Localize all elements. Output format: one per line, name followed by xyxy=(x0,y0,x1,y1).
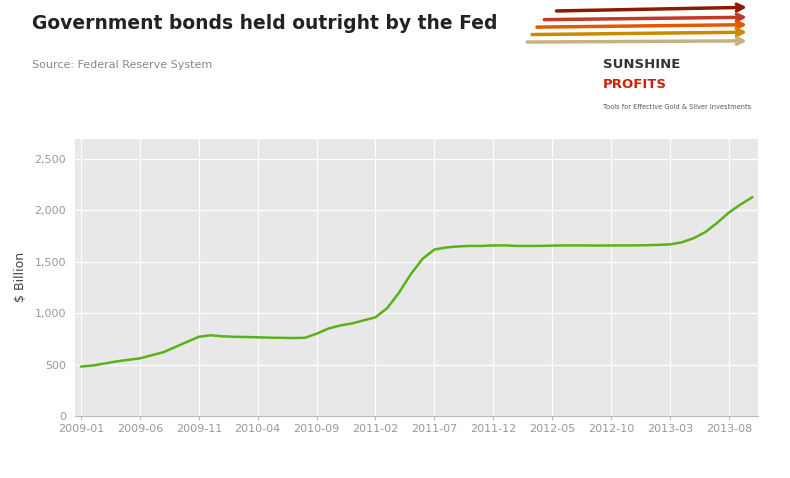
Text: SUNSHINE: SUNSHINE xyxy=(603,58,680,71)
Text: Source: Federal Reserve System: Source: Federal Reserve System xyxy=(32,60,212,70)
Text: Government bonds held outright by the Fed: Government bonds held outright by the Fe… xyxy=(32,14,497,33)
Y-axis label: $ Billion: $ Billion xyxy=(14,252,28,302)
Text: Tools for Effective Gold & Silver Investments: Tools for Effective Gold & Silver Invest… xyxy=(603,104,750,109)
Text: PROFITS: PROFITS xyxy=(603,78,667,91)
